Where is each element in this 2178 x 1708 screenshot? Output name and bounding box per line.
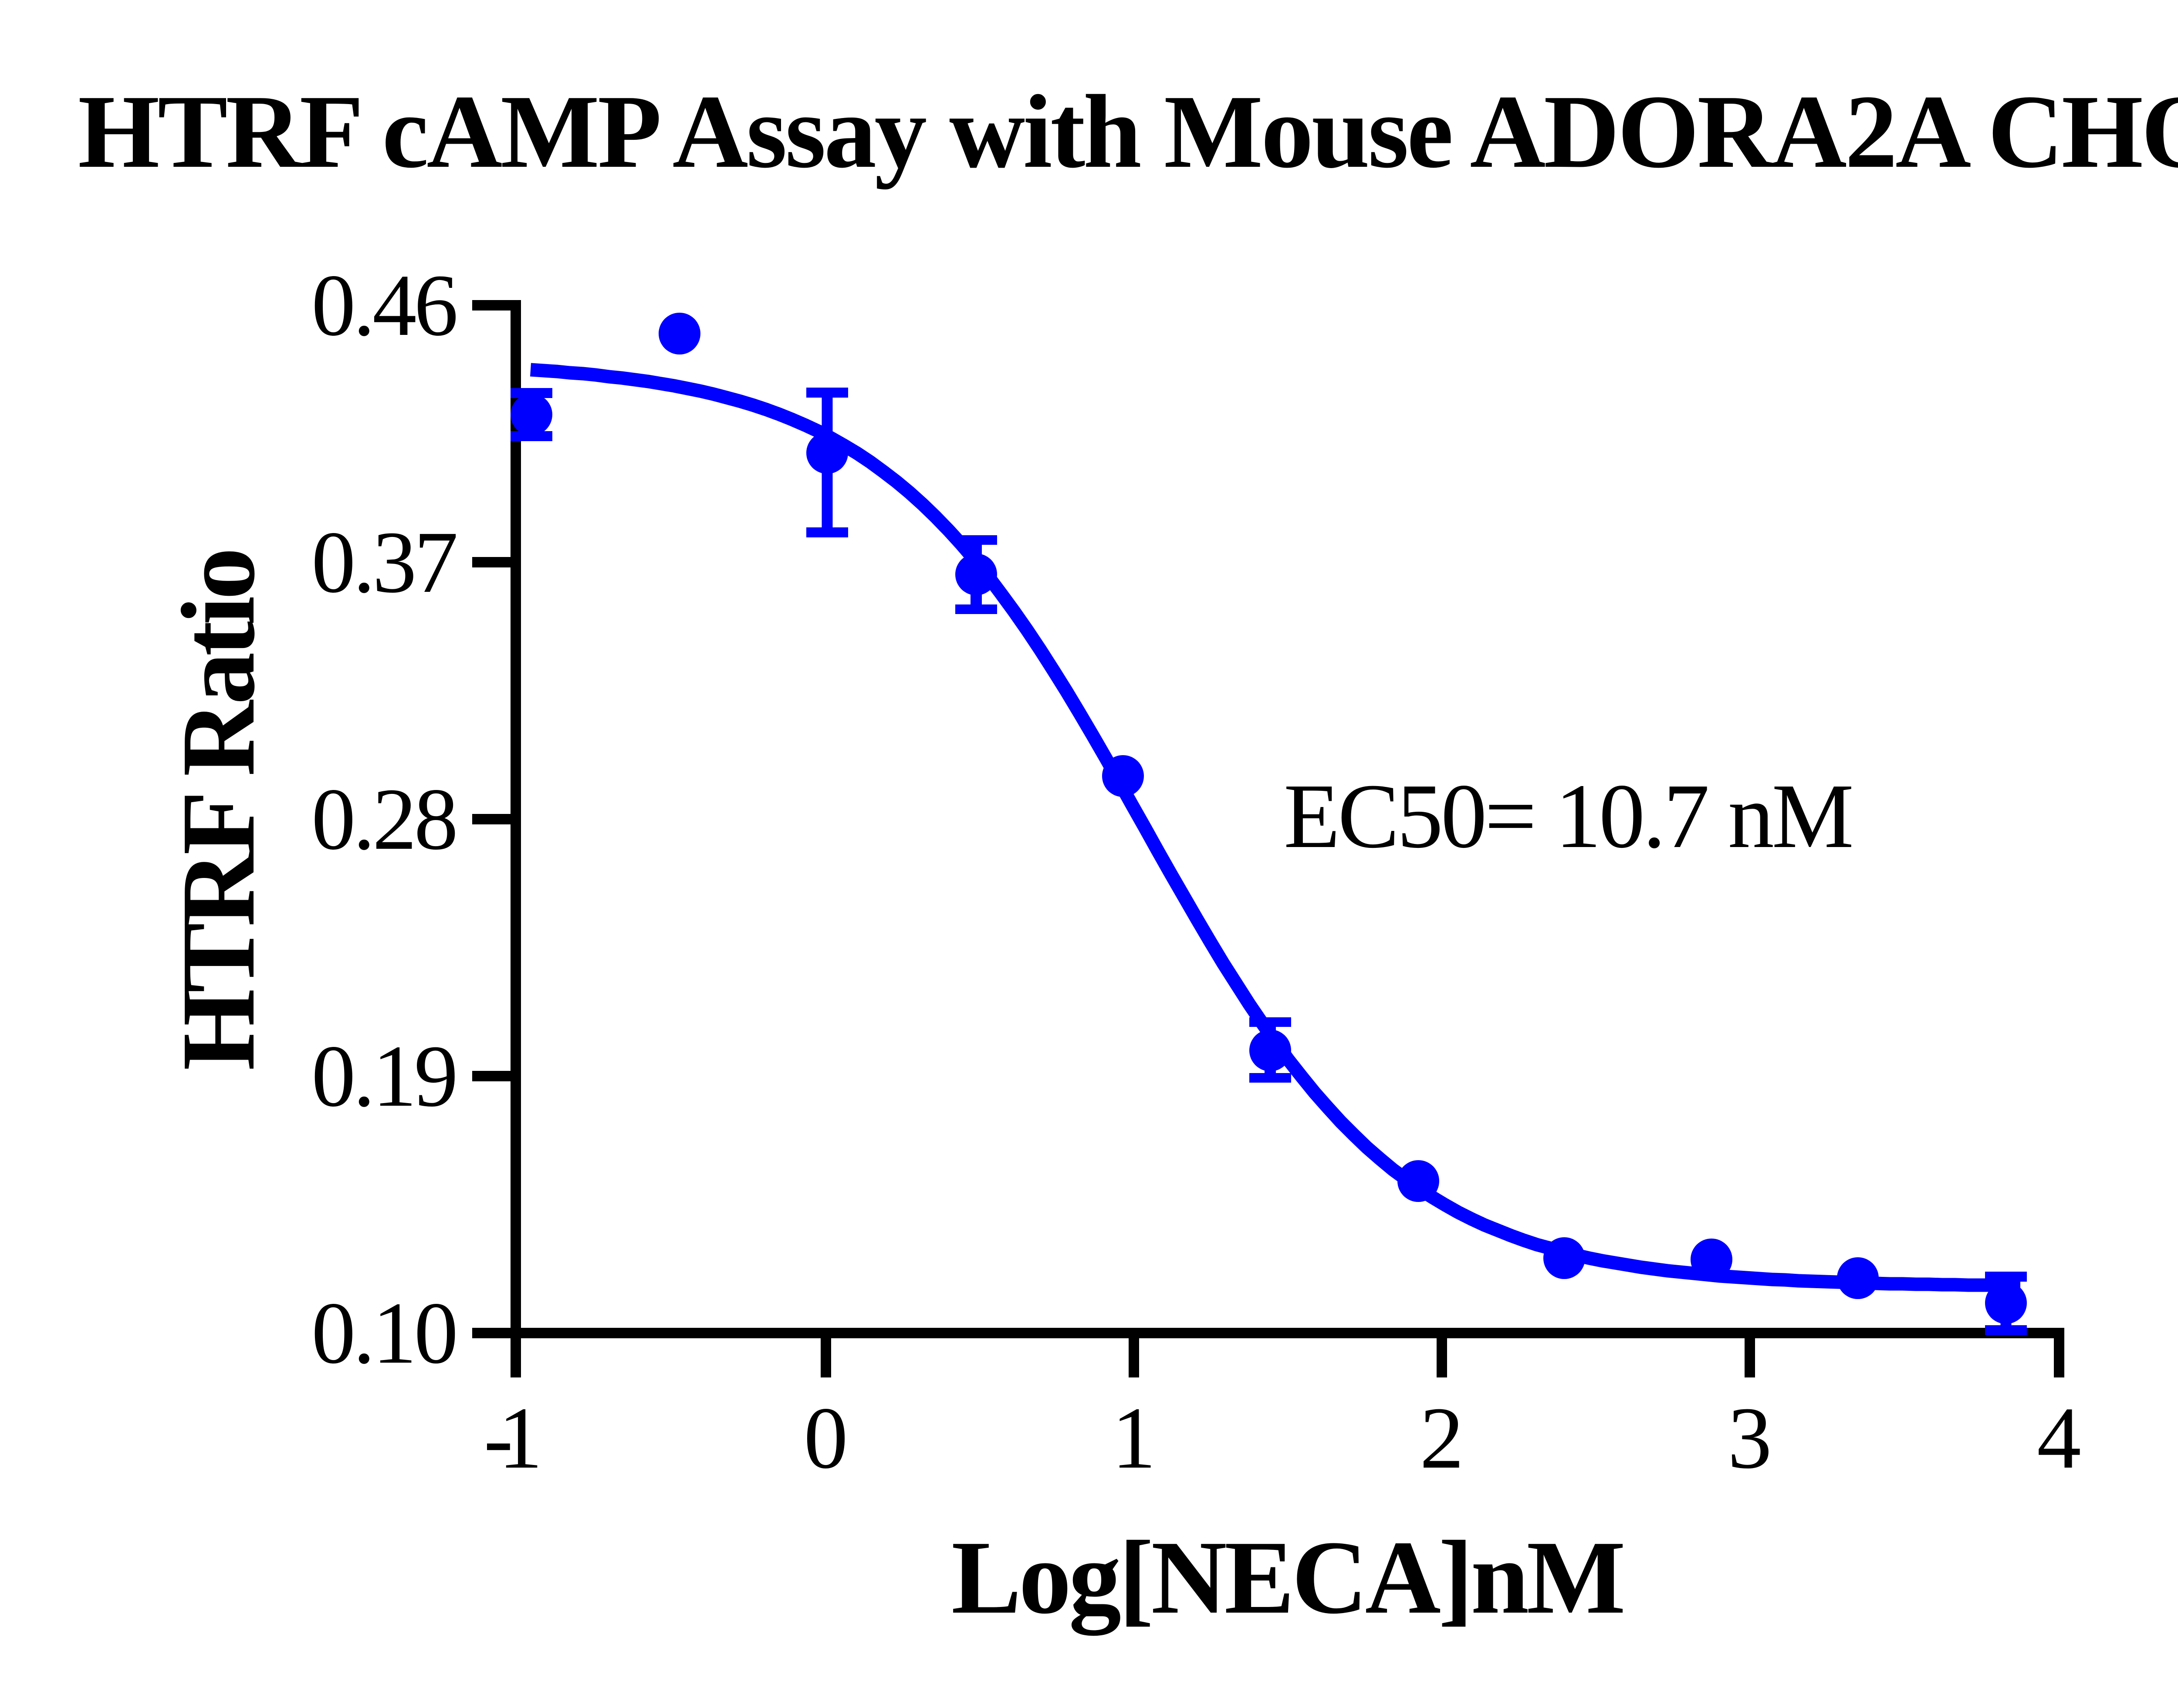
svg-text:-1: -1 xyxy=(484,1389,543,1487)
svg-text:0: 0 xyxy=(804,1389,848,1487)
svg-text:0.19: 0.19 xyxy=(311,1027,458,1125)
svg-text:4: 4 xyxy=(2037,1389,2081,1487)
svg-text:HTRF Ratio: HTRF Ratio xyxy=(160,547,277,1070)
svg-text:2: 2 xyxy=(1420,1389,1464,1487)
svg-text:3: 3 xyxy=(1728,1389,1772,1487)
svg-text:Log[NECA]nM: Log[NECA]nM xyxy=(951,1519,1626,1636)
svg-text:1: 1 xyxy=(1112,1389,1156,1487)
svg-text:0.28: 0.28 xyxy=(311,770,458,868)
svg-text:0.37: 0.37 xyxy=(311,513,458,611)
svg-text:0.46: 0.46 xyxy=(311,256,458,354)
svg-text:EC50= 10.7 nM: EC50= 10.7 nM xyxy=(1284,765,1854,867)
svg-text:0.10: 0.10 xyxy=(311,1284,458,1382)
svg-text:HTRF cAMP Assay with Mouse ADO: HTRF cAMP Assay with Mouse ADORA2A CHO xyxy=(78,74,2178,190)
